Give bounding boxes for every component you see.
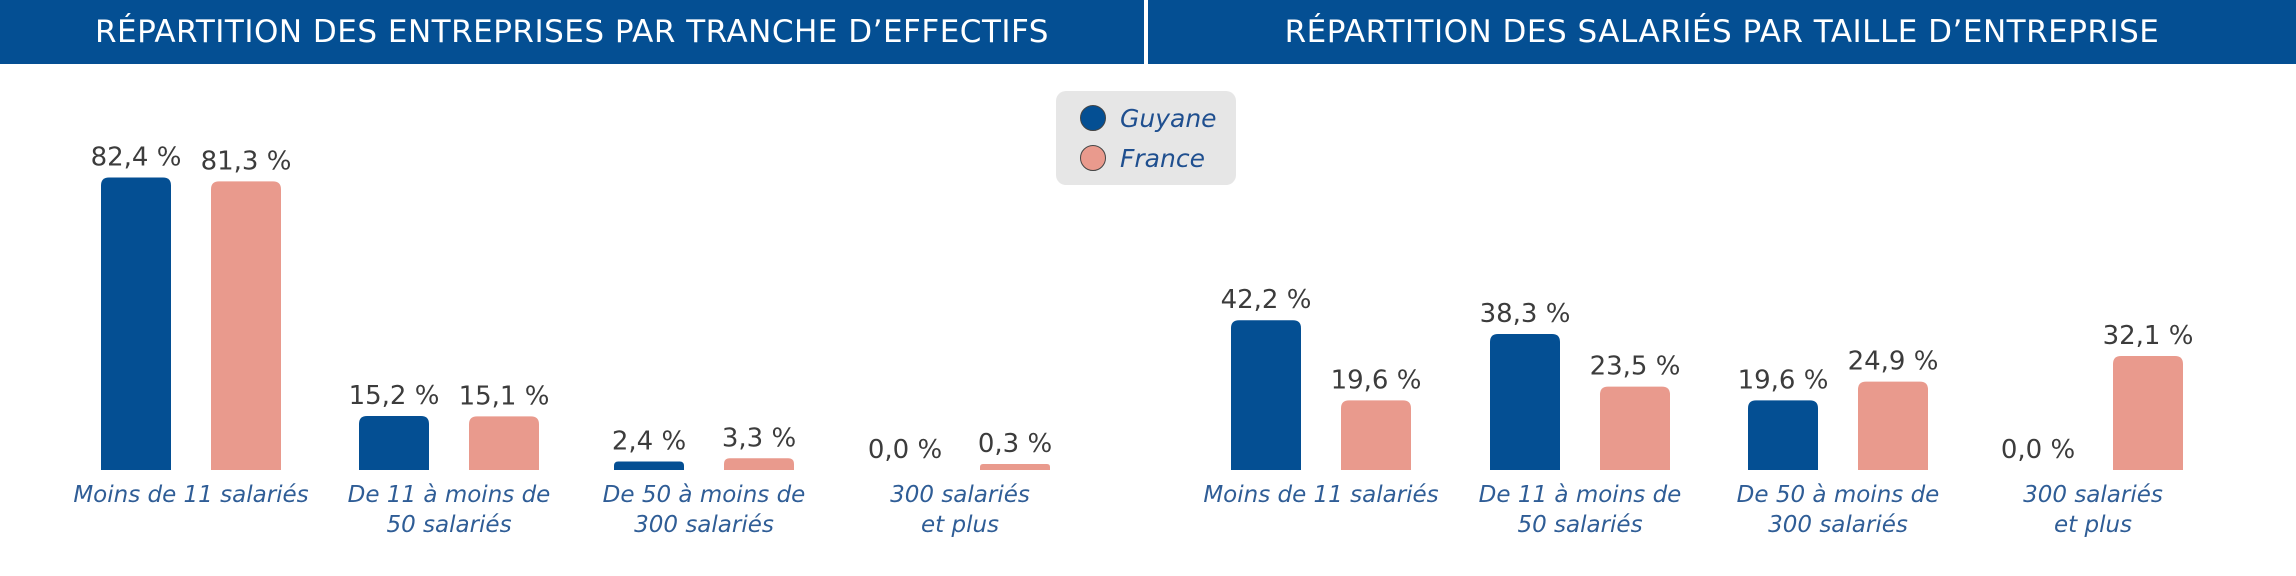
legend-item-france: France [1080,143,1205,173]
value-label-right-france-1: 23,5 % [1590,352,1681,382]
value-label-left-france-3: 0,3 % [978,429,1052,459]
chart-title-left: RÉPARTITION DES ENTREPRISES PAR TRANCHE … [0,0,1144,64]
bar-right-france-0 [1341,400,1411,470]
bar-left-france-2 [724,458,794,470]
bar-right-france-1 [1600,386,1670,470]
value-label-right-guyane-0: 42,2 % [1221,285,1312,315]
bar-left-france-3 [980,464,1050,470]
bar-left-france-0 [211,181,281,470]
category-label-right-2-1: 300 salariés [1768,512,1908,538]
bar-left-france-1 [469,416,539,470]
category-label-left-2-1: 300 salariés [634,512,774,538]
category-label-right-3-1: et plus [2054,512,2132,538]
category-label-right-3-0: 300 salariés [2023,482,2163,508]
legend-label-guyane: Guyane [1120,103,1217,133]
category-label-left-1-0: De 11 à moins de [348,482,551,508]
value-label-right-france-0: 19,6 % [1331,365,1422,395]
bar-right-france-2 [1858,381,1928,470]
category-label-left-3-1: et plus [921,512,999,538]
bar-right-guyane-2 [1748,400,1818,470]
chart-title-right: RÉPARTITION DES SALARIÉS PAR TAILLE D’EN… [1148,0,2296,64]
bar-right-guyane-1 [1490,334,1560,470]
category-label-left-2-0: De 50 à moins de [603,482,806,508]
value-label-left-guyane-2: 2,4 % [612,426,686,456]
bar-right-guyane-0 [1231,320,1301,470]
value-label-left-guyane-1: 15,2 % [349,381,440,411]
value-label-right-guyane-3: 0,0 % [2001,435,2075,465]
legend-swatch-france [1080,145,1106,171]
category-label-right-0-0: Moins de 11 salariés [1203,482,1438,508]
value-label-left-france-2: 3,3 % [722,423,796,453]
category-label-right-2-0: De 50 à moins de [1737,482,1940,508]
value-label-left-france-0: 81,3 % [201,146,292,176]
category-label-left-0-0: Moins de 11 salariés [73,482,308,508]
bar-left-guyane-2 [614,461,684,470]
legend: Guyane France [1056,91,1236,185]
value-label-left-guyane-3: 0,0 % [868,435,942,465]
legend-item-guyane: Guyane [1080,103,1217,133]
value-label-left-guyane-0: 82,4 % [91,142,182,172]
category-label-left-3-0: 300 salariés [890,482,1030,508]
legend-label-france: France [1120,143,1205,173]
value-label-right-france-3: 32,1 % [2103,321,2194,351]
value-label-right-guyane-2: 19,6 % [1738,365,1829,395]
value-label-right-france-2: 24,9 % [1848,347,1939,377]
legend-swatch-guyane [1080,105,1106,131]
category-label-right-1-1: 50 salariés [1517,512,1642,538]
bar-left-guyane-1 [359,416,429,470]
bar-right-france-3 [2113,356,2183,470]
category-label-right-1-0: De 11 à moins de [1479,482,1682,508]
value-label-right-guyane-1: 38,3 % [1480,299,1571,329]
value-label-left-france-1: 15,1 % [459,381,550,411]
category-label-left-1-1: 50 salariés [386,512,511,538]
bar-left-guyane-0 [101,177,171,471]
